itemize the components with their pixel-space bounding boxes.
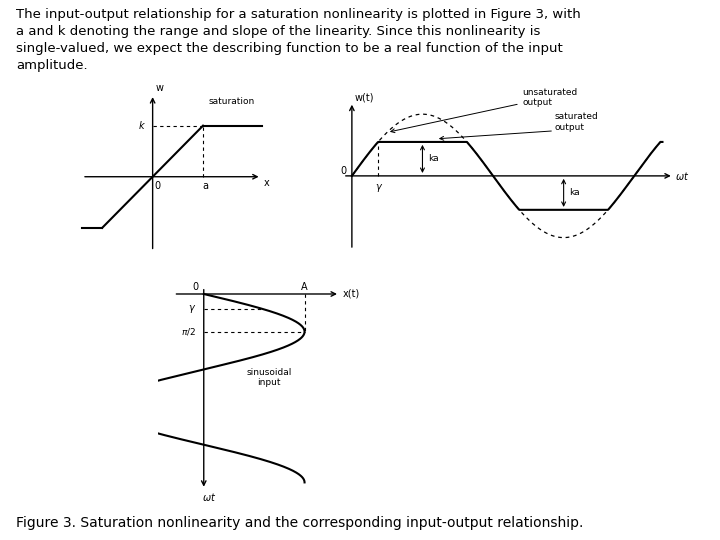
Text: ka: ka [428, 154, 438, 164]
Text: The input-output relationship for a saturation nonlinearity is plotted in Figure: The input-output relationship for a satu… [16, 8, 580, 72]
Text: $\gamma$: $\gamma$ [187, 303, 196, 315]
Text: 0: 0 [155, 181, 161, 192]
Text: w: w [156, 83, 163, 93]
Text: $\pi/2$: $\pi/2$ [181, 326, 196, 337]
Text: ka: ka [569, 188, 580, 197]
Text: $\omega t$: $\omega t$ [202, 491, 216, 503]
Text: sinusoidal
input: sinusoidal input [246, 368, 292, 387]
Text: 0: 0 [192, 282, 199, 292]
Text: $\gamma$: $\gamma$ [375, 182, 384, 194]
Text: a: a [202, 181, 208, 192]
Text: x: x [264, 178, 269, 188]
Text: A: A [301, 282, 308, 292]
Text: saturated
output: saturated output [554, 112, 598, 132]
Text: $\omega t$: $\omega t$ [675, 170, 689, 182]
Text: saturation: saturation [208, 97, 254, 106]
Text: k: k [139, 120, 145, 131]
Text: w(t): w(t) [354, 92, 374, 103]
Text: unsaturated
output: unsaturated output [391, 87, 578, 133]
Text: 0: 0 [341, 166, 346, 176]
Text: x(t): x(t) [343, 289, 360, 299]
Text: Figure 3. Saturation nonlinearity and the corresponding input-output relationshi: Figure 3. Saturation nonlinearity and th… [16, 516, 583, 530]
